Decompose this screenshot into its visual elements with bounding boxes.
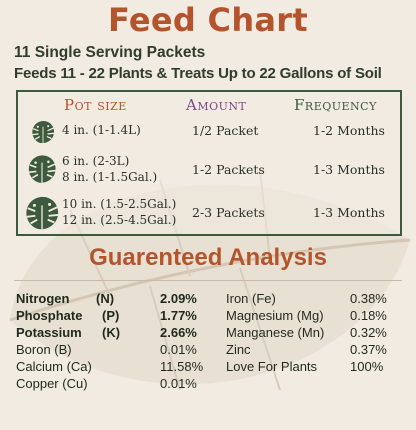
nutrient-value: 11.58% <box>160 359 204 374</box>
nutrient-name: Love For Plants <box>226 359 318 374</box>
nutrient-name: Nitrogen <box>16 291 70 306</box>
amount-value: 1-2 Packets <box>192 162 265 177</box>
nutrient-value: 0.37% <box>350 342 387 357</box>
nutrient-value: 0.01% <box>160 376 197 391</box>
pot-size-header: Pot size <box>64 96 127 114</box>
nutrient-name: Magnesium (Mg) <box>226 308 324 323</box>
feed-row: 4 in. (1-1.4L) 1/2 Packet 1-2 Months <box>18 116 400 146</box>
nutrient-value: 1.77% <box>160 308 197 323</box>
nutrient-value: 0.32% <box>350 325 387 340</box>
page-title: Feed Chart <box>108 1 308 39</box>
monstera-leaf-icon <box>26 196 59 230</box>
packet-count-subtitle: 11 Single Serving Packets <box>14 44 206 61</box>
pot-size-label: 8 in. (1-1.5Gal.) <box>62 170 158 184</box>
nutrient-symbol: (K) <box>102 325 121 340</box>
feed-row: 6 in. (2-3L) 8 in. (1-1.5Gal.) 1-2 Packe… <box>18 152 400 188</box>
section-divider <box>14 280 402 281</box>
feed-chart-table: Pot size Amount Frequency 4 in. (1-1.4L)… <box>16 90 402 236</box>
pot-size-label: 4 in. (1-1.4L) <box>62 123 141 137</box>
nutrient-value: 100% <box>350 359 384 374</box>
nutrient-symbol: (P) <box>102 308 120 323</box>
guaranteed-analysis-title: Guarenteed Analysis <box>89 244 327 271</box>
nutrient-value: 0.01% <box>160 342 197 357</box>
nutrient-value: 0.18% <box>350 308 387 323</box>
nutrient-name: Iron (Fe) <box>226 291 276 306</box>
frequency-value: 1-2 Months <box>313 123 385 138</box>
nutrient-name: Calcium (Ca) <box>16 359 92 374</box>
nutrient-name: Manganese (Mn) <box>226 325 325 340</box>
monstera-leaf-icon <box>32 120 55 144</box>
frequency-value: 1-3 Months <box>313 162 385 177</box>
nutrient-name: Phosphate <box>16 308 83 323</box>
nutrient-symbol: (N) <box>96 291 115 306</box>
nutrient-value: 2.09% <box>160 291 197 306</box>
nutrient-name: Potassium <box>16 325 82 340</box>
nutrient-name: Zinc <box>226 342 251 357</box>
pot-size-label: 12 in. (2.5-4.5Gal.) <box>62 213 177 227</box>
coverage-subtitle: Feeds 11 - 22 Plants & Treats Up to 22 G… <box>14 65 382 82</box>
amount-value: 2-3 Packets <box>192 205 265 220</box>
feed-row: 10 in. (1.5-2.5Gal.) 12 in. (2.5-4.5Gal.… <box>18 194 400 232</box>
pot-size-label: 10 in. (1.5-2.5Gal.) <box>62 197 177 211</box>
frequency-header: Frequency <box>294 96 377 114</box>
nutrient-value: 2.66% <box>160 325 197 340</box>
amount-value: 1/2 Packet <box>192 123 259 138</box>
nutrient-value: 0.38% <box>350 291 387 306</box>
frequency-value: 1-3 Months <box>313 205 385 220</box>
pot-size-label: 6 in. (2-3L) <box>62 154 130 168</box>
monstera-leaf-icon <box>28 155 56 183</box>
nutrient-name: Copper (Cu) <box>16 376 88 391</box>
amount-header: Amount <box>186 96 247 114</box>
nutrient-name: Boron (B) <box>16 342 72 357</box>
